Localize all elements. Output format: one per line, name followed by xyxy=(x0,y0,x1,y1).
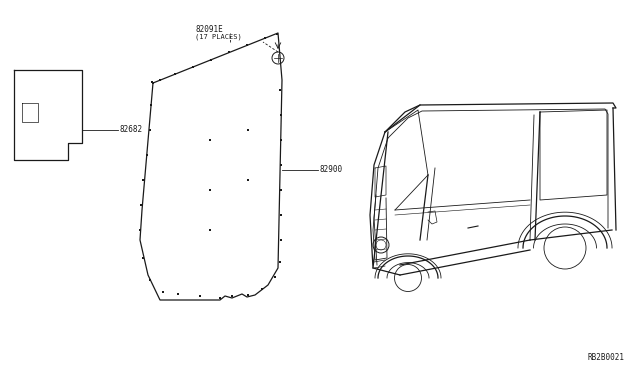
Text: RB2B0021: RB2B0021 xyxy=(588,353,625,362)
Text: 82682: 82682 xyxy=(120,125,143,135)
Text: (17 PLACES): (17 PLACES) xyxy=(195,34,242,41)
Text: 82091E: 82091E xyxy=(195,25,223,34)
Text: 82900: 82900 xyxy=(320,166,343,174)
